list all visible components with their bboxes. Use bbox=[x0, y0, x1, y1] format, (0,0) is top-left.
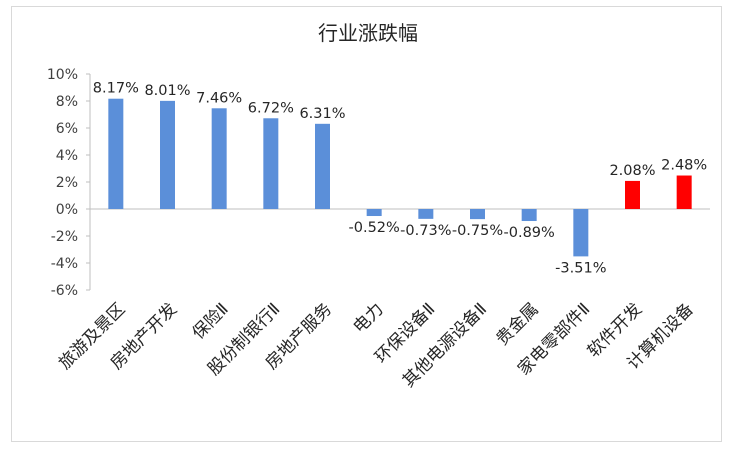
y-tick-label: 10% bbox=[47, 67, 78, 83]
bar bbox=[315, 123, 330, 209]
data-label: -3.51% bbox=[555, 260, 606, 276]
y-tick-label: 0% bbox=[56, 202, 78, 218]
x-tick-label: 贵金属 bbox=[492, 299, 542, 349]
bar bbox=[470, 209, 485, 220]
y-tick-label: 6% bbox=[56, 121, 78, 137]
bar bbox=[366, 209, 382, 217]
x-tick-label: 保险Ⅱ bbox=[189, 299, 233, 343]
bar bbox=[160, 100, 175, 209]
bar bbox=[263, 118, 279, 209]
y-tick-label: -2% bbox=[51, 229, 78, 245]
y-tick-label: 8% bbox=[56, 94, 78, 110]
data-label: 7.46% bbox=[196, 90, 242, 106]
bar-group bbox=[108, 98, 692, 257]
data-label: 2.08% bbox=[609, 163, 655, 179]
chart-title: 行业涨跌幅 bbox=[318, 21, 418, 45]
bar bbox=[418, 209, 434, 219]
data-label: -0.52% bbox=[349, 220, 400, 236]
data-label: 8.17% bbox=[93, 81, 139, 97]
data-label: 6.31% bbox=[299, 106, 345, 122]
data-label: 8.01% bbox=[144, 83, 190, 99]
data-label-group: 8.17% 8.01% 7.46%6.72% 6.31%-0.52% -0.73% -0.… bbox=[93, 81, 707, 277]
y-tick-group: 10% 8% 6% 4% 2% 0% -2% -4% -6% bbox=[47, 67, 90, 299]
data-label: -0.75% bbox=[452, 223, 503, 239]
data-label: 2.48% bbox=[661, 158, 707, 174]
x-tick-label: 电力 bbox=[350, 299, 388, 337]
bar bbox=[521, 209, 537, 222]
data-label: -0.89% bbox=[504, 225, 555, 241]
bar bbox=[211, 108, 227, 209]
bar bbox=[573, 209, 589, 257]
y-tick-label: 4% bbox=[56, 148, 78, 164]
y-tick-label: -6% bbox=[51, 283, 78, 299]
y-tick-label: 2% bbox=[56, 175, 78, 191]
chart-frame bbox=[11, 6, 722, 442]
bar bbox=[108, 98, 124, 209]
data-label: 6.72% bbox=[248, 100, 294, 116]
data-label: -0.73% bbox=[400, 223, 451, 239]
bar bbox=[625, 180, 640, 209]
bar bbox=[676, 175, 692, 209]
y-tick-label: -4% bbox=[51, 256, 78, 272]
